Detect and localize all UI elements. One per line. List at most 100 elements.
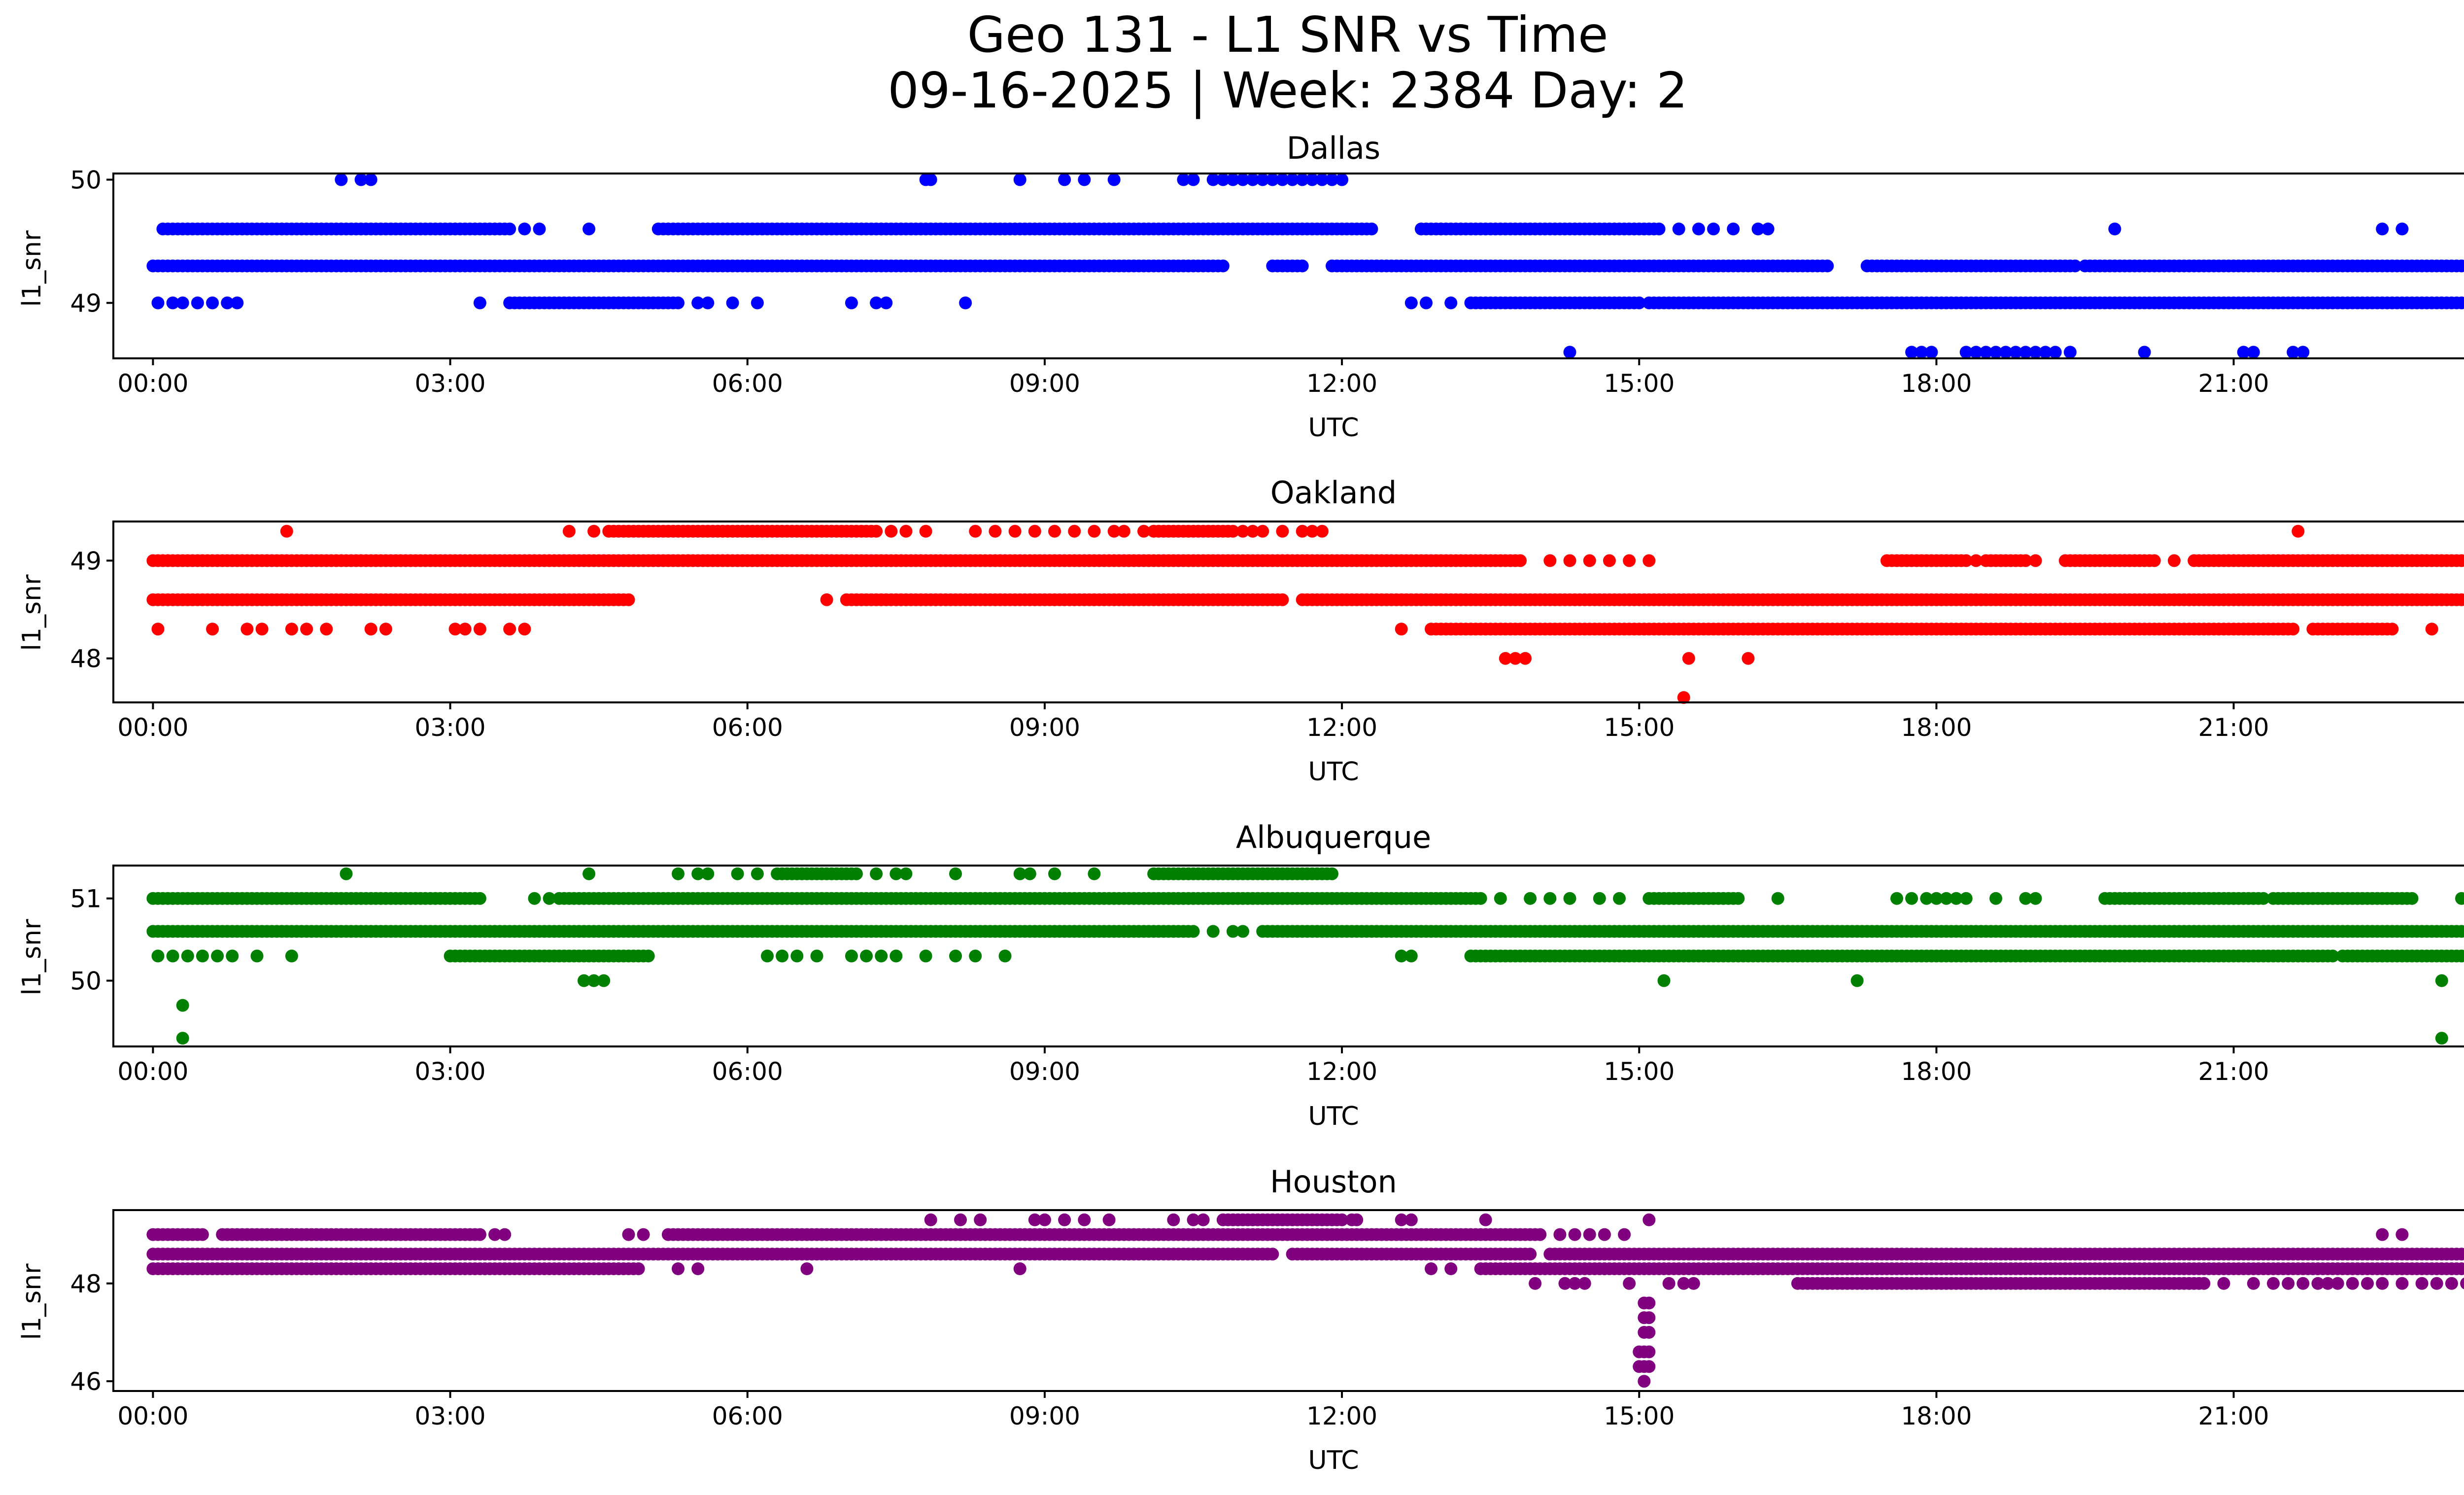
data-point bbox=[473, 623, 486, 636]
data-point bbox=[176, 296, 189, 310]
data-point bbox=[533, 222, 546, 236]
data-point bbox=[255, 623, 269, 636]
data-point bbox=[632, 1262, 645, 1275]
data-point bbox=[2455, 892, 2464, 905]
data-point bbox=[890, 949, 903, 963]
data-point bbox=[1444, 1262, 1458, 1275]
data-point bbox=[1519, 652, 1532, 665]
data-point bbox=[1657, 974, 1671, 987]
data-point bbox=[1905, 892, 1918, 905]
data-point bbox=[870, 524, 883, 538]
data-point bbox=[1058, 1213, 1071, 1226]
data-point bbox=[206, 623, 219, 636]
data-point bbox=[221, 296, 234, 310]
data-point bbox=[473, 296, 486, 310]
data-point bbox=[2445, 1277, 2458, 1290]
panel-oakland: Oakland UTC l1_snr 00:00 03:00 06:00 09:00 1… bbox=[17, 475, 2464, 787]
data-point bbox=[751, 296, 764, 310]
x-tick-label: 21:00 bbox=[2198, 1402, 2269, 1430]
data-point bbox=[870, 296, 883, 310]
data-point bbox=[974, 1213, 987, 1226]
data-point bbox=[1167, 1213, 1180, 1226]
data-point bbox=[2019, 346, 2032, 359]
data-point bbox=[1276, 173, 1289, 186]
data-point bbox=[2287, 623, 2300, 636]
data-point bbox=[1524, 1248, 1537, 1261]
data-point bbox=[1613, 892, 1626, 905]
y-tick-label: 46 bbox=[70, 1367, 102, 1396]
data-point bbox=[498, 1228, 512, 1241]
data-point bbox=[870, 867, 883, 880]
y-tick-label: 49 bbox=[70, 289, 102, 318]
data-point bbox=[1023, 867, 1036, 880]
panel-title: Houston bbox=[1270, 1164, 1397, 1200]
data-point bbox=[845, 296, 858, 310]
data-point bbox=[924, 173, 937, 186]
data-point bbox=[503, 222, 516, 236]
x-tick-label: 03:00 bbox=[415, 1402, 486, 1430]
data-point bbox=[1751, 222, 1765, 236]
data-point bbox=[1643, 1296, 1656, 1310]
data-point bbox=[503, 623, 516, 636]
data-point bbox=[364, 173, 377, 186]
data-point bbox=[701, 296, 715, 310]
data-point bbox=[954, 1213, 967, 1226]
data-point bbox=[1048, 524, 1061, 538]
data-point bbox=[1687, 1277, 1700, 1290]
x-tick-label: 15:00 bbox=[1604, 713, 1675, 742]
data-point bbox=[2217, 1277, 2230, 1290]
data-point bbox=[1266, 1248, 1279, 1261]
data-point bbox=[1682, 652, 1695, 665]
data-point bbox=[1603, 554, 1616, 567]
data-point bbox=[1226, 173, 1239, 186]
data-point bbox=[2296, 346, 2310, 359]
data-point bbox=[899, 524, 913, 538]
data-point bbox=[285, 949, 298, 963]
data-point bbox=[1959, 346, 1973, 359]
x-tick-label: 12:00 bbox=[1306, 1402, 1377, 1430]
x-tick-label: 09:00 bbox=[1009, 369, 1080, 398]
data-point bbox=[582, 867, 596, 880]
x-tick-label: 21:00 bbox=[2198, 1057, 2269, 1086]
data-point bbox=[1425, 1262, 1437, 1275]
data-point bbox=[1742, 652, 1755, 665]
data-point bbox=[637, 1228, 650, 1241]
data-point bbox=[1959, 892, 1973, 905]
y-tick-label: 50 bbox=[70, 166, 102, 195]
data-point bbox=[2292, 524, 2305, 538]
data-point bbox=[1474, 892, 1487, 905]
data-point bbox=[1102, 1213, 1116, 1226]
data-point bbox=[1326, 867, 1338, 880]
data-point bbox=[1078, 173, 1091, 186]
x-axis-label: UTC bbox=[1308, 1102, 1359, 1131]
data-point bbox=[2029, 346, 2042, 359]
data-point bbox=[1206, 173, 1220, 186]
x-tick-label: 09:00 bbox=[1009, 1402, 1080, 1430]
data-point bbox=[1643, 1360, 1656, 1373]
data-point bbox=[1850, 974, 1864, 987]
data-point bbox=[2460, 260, 2464, 272]
y-tick-label: 51 bbox=[70, 885, 102, 913]
data-point bbox=[1732, 892, 1745, 905]
data-point bbox=[1598, 1228, 1611, 1241]
data-point bbox=[2128, 892, 2141, 905]
data-point bbox=[285, 623, 298, 636]
data-point bbox=[2148, 554, 2161, 567]
x-tick-label: 00:00 bbox=[117, 1057, 188, 1086]
data-point bbox=[1534, 1228, 1547, 1241]
data-point bbox=[1618, 1228, 1631, 1241]
data-point bbox=[2247, 346, 2260, 359]
data-point bbox=[1013, 173, 1027, 186]
data-point bbox=[2405, 892, 2419, 905]
x-tick-label: 18:00 bbox=[1901, 1057, 1972, 1086]
data-point bbox=[691, 296, 705, 310]
data-point bbox=[1583, 554, 1596, 567]
x-tick-label: 06:00 bbox=[712, 1402, 783, 1430]
data-point bbox=[1350, 1213, 1364, 1226]
data-point bbox=[1915, 346, 1928, 359]
data-point bbox=[701, 867, 715, 880]
data-point bbox=[875, 949, 888, 963]
data-point bbox=[949, 867, 962, 880]
data-point bbox=[2376, 1228, 2389, 1241]
data-point bbox=[776, 949, 789, 963]
